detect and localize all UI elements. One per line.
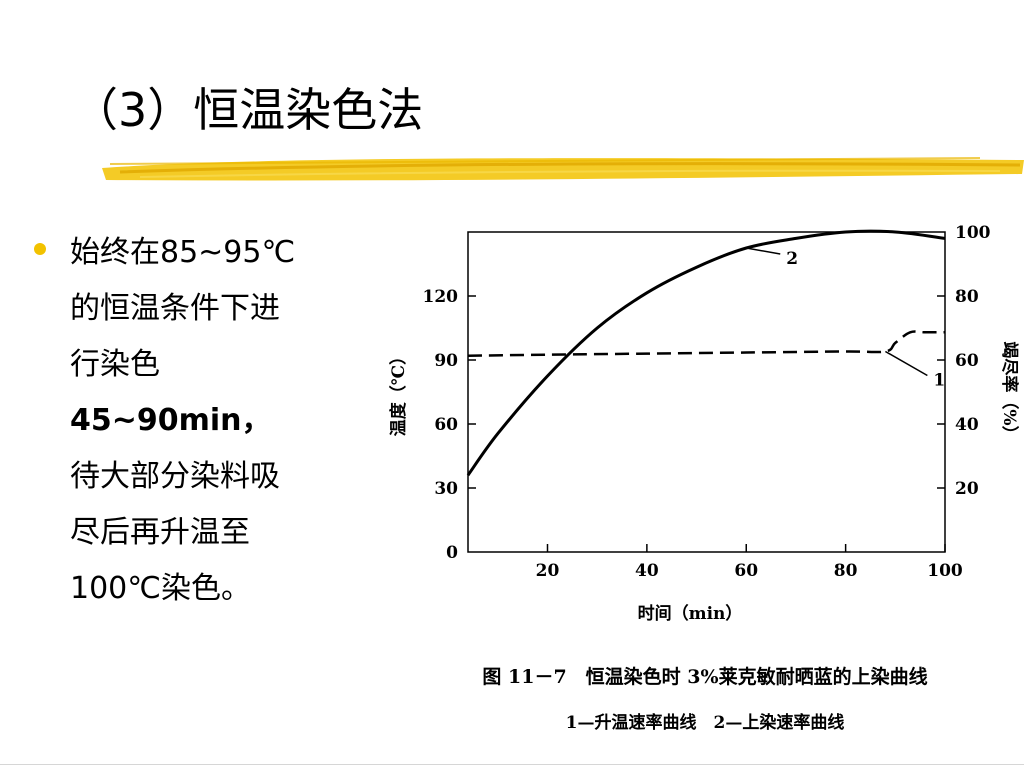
series-label-1: 1 <box>933 370 945 390</box>
bullet-line: 45~90min， <box>70 403 272 438</box>
y-axis-label: 温度（℃） <box>388 348 409 436</box>
y2-axis-label: 竭尽率（%） <box>999 341 1020 442</box>
bullet-line: 尽后再升温至 <box>70 515 250 550</box>
bullet-line: 行染色 <box>70 347 160 382</box>
y-tick-label: 120 <box>423 287 459 307</box>
y2-tick-label: 60 <box>955 351 979 371</box>
bullet-line: 待大部分染料吸 <box>70 459 280 494</box>
series-leader-1 <box>885 350 928 377</box>
x-axis-label: 时间（min） <box>638 603 743 624</box>
bullet-dot-icon <box>34 243 46 255</box>
bullet-text: 始终在85~95℃ 的恒温条件下进 行染色 45~90min， 待大部分染料吸 … <box>70 225 360 617</box>
y2-tick-label: 100 <box>955 223 991 243</box>
series-label-2: 2 <box>786 249 798 269</box>
plot-frame <box>467 231 946 553</box>
series-line-2 <box>466 229 946 477</box>
x-tick-label: 40 <box>635 561 659 581</box>
x-tick-label: 60 <box>734 561 758 581</box>
series-leader-2 <box>746 247 781 255</box>
dyeing-curve-chart: 20 40 60 80 100 0 30 60 90 120 20 40 60 80 100 时间（min） 温… <box>388 223 1020 624</box>
y2-tick-label: 20 <box>955 479 979 499</box>
bullet-line: 100℃染色。 <box>70 571 251 606</box>
y-tick-label: 60 <box>434 415 458 435</box>
title-underline-brush <box>102 157 1024 181</box>
y2-tick-label: 40 <box>955 415 979 435</box>
series-line-1 <box>467 330 945 357</box>
bullet-line: 的恒温条件下进 <box>70 291 280 326</box>
figure-caption: 图 11－7 恒温染色时 3%莱克敏耐晒蓝的上染曲线 <box>482 666 928 688</box>
y2-tick-label: 80 <box>955 287 979 307</box>
y-tick-label: 90 <box>434 351 458 371</box>
bullet-line: 始终在85~95℃ <box>70 235 296 270</box>
y-tick-label: 0 <box>446 543 458 563</box>
slide-title: （3）恒温染色法 <box>72 83 424 137</box>
footer-divider <box>0 764 1024 765</box>
x-tick-label: 80 <box>834 561 858 581</box>
y-tick-label: 30 <box>434 479 458 499</box>
figure-legend-caption: 1—升温速率曲线 2—上染速率曲线 <box>565 713 845 733</box>
x-tick-label: 20 <box>536 561 560 581</box>
x-tick-label: 100 <box>927 561 963 581</box>
